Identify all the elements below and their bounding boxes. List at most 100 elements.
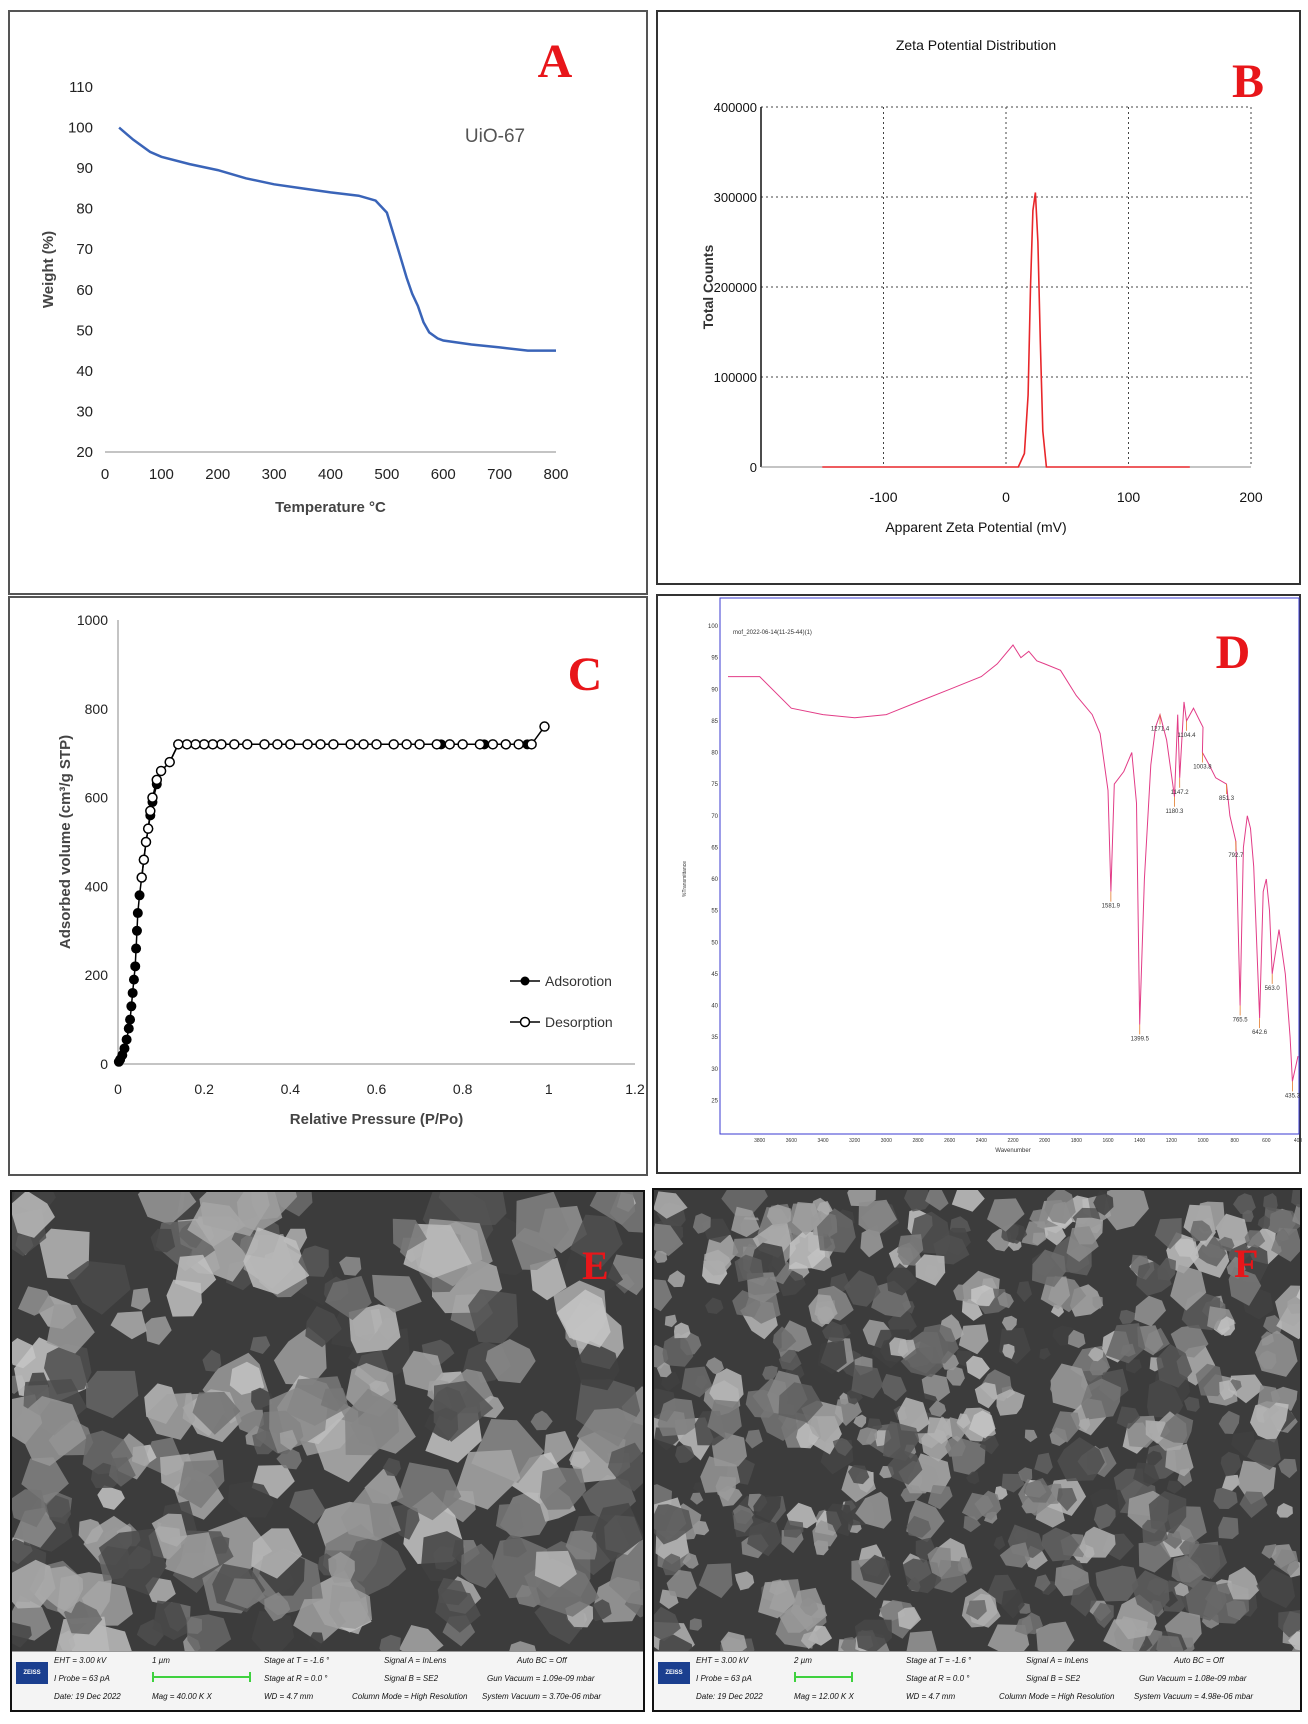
sem-particle xyxy=(1263,1315,1282,1335)
sem-particle xyxy=(674,1322,691,1339)
sem-particle xyxy=(707,1399,742,1440)
sem-particle xyxy=(886,1263,918,1296)
sem-particle xyxy=(1276,1503,1293,1518)
sem-particle xyxy=(1145,1420,1171,1444)
sem-particle xyxy=(790,1587,828,1632)
x-tick-label: 1.2 xyxy=(625,1081,645,1097)
sem-particle xyxy=(971,1285,995,1307)
sem-particle xyxy=(1119,1309,1136,1324)
sem-particle xyxy=(12,1489,47,1528)
y-axis-label: Total Counts xyxy=(700,245,716,330)
sem-particle xyxy=(654,1279,673,1312)
sem-particle xyxy=(1250,1401,1289,1443)
sem-particle xyxy=(46,1304,95,1354)
sem-particle xyxy=(1147,1378,1184,1418)
x-axis-label: Temperature °C xyxy=(275,499,386,516)
sem-particle xyxy=(421,1531,465,1582)
sem-particle xyxy=(689,1618,702,1631)
x-tick-label: 0 xyxy=(1002,489,1010,505)
panel-letter-f: F xyxy=(1234,1241,1259,1286)
x-tick-label: 0 xyxy=(101,466,109,483)
sem-particle xyxy=(783,1520,804,1538)
peak-label: 792.7 xyxy=(1228,853,1244,859)
sem-particle xyxy=(800,1630,819,1650)
sem-particle xyxy=(433,1380,494,1442)
desorption-point xyxy=(272,739,283,750)
sem-particle xyxy=(1183,1396,1200,1412)
sem-particle xyxy=(1034,1452,1053,1475)
panel-b-zeta-chart: Zeta Potential Distribution -100 0 100 200 0 1… xyxy=(656,10,1301,585)
x-tick-label: 2400 xyxy=(976,1138,987,1144)
sem-particle xyxy=(733,1509,754,1533)
y-tick-label: 40 xyxy=(76,363,93,380)
adsorption-point xyxy=(123,1023,134,1034)
sem-particle xyxy=(1278,1458,1298,1479)
sem-particle xyxy=(1001,1473,1025,1493)
x-tick-label: 400 xyxy=(318,466,343,483)
sem-particle xyxy=(66,1261,131,1315)
sem-particle xyxy=(1066,1226,1099,1262)
sem-particle xyxy=(534,1550,577,1588)
sem-particle xyxy=(720,1631,747,1656)
sem-particle xyxy=(1273,1549,1300,1576)
x-axis-label: Relative Pressure (P/Po) xyxy=(290,1111,463,1128)
y-tick-label: 30 xyxy=(76,403,93,420)
wd-value: WD = 4.7 mm xyxy=(906,1692,956,1701)
chart-title: Zeta Potential Distribution xyxy=(896,37,1056,53)
sem-particle xyxy=(897,1607,922,1630)
sem-particle xyxy=(747,1518,782,1557)
x-tick-label: 3000 xyxy=(881,1138,892,1144)
desorption-point xyxy=(345,739,356,750)
scale-bar xyxy=(152,1672,251,1682)
sem-particle xyxy=(1166,1480,1183,1494)
sem-particle xyxy=(1092,1296,1103,1309)
sem-particle xyxy=(1233,1193,1256,1214)
sem-particle xyxy=(1078,1417,1091,1432)
x-tick-label: 3400 xyxy=(817,1138,828,1144)
sem-particle xyxy=(1247,1438,1281,1471)
sem-particle xyxy=(1170,1264,1207,1311)
sem-particle xyxy=(734,1254,764,1282)
sem-particle xyxy=(1088,1347,1104,1362)
peak-label: 851.3 xyxy=(1219,796,1235,802)
signal-b-value: Signal B = SE2 xyxy=(384,1674,439,1683)
sem-particle xyxy=(273,1327,327,1385)
sem-particle xyxy=(851,1364,884,1399)
sem-particle xyxy=(44,1343,92,1395)
stage-r-value: Stage at R = 0.0 ° xyxy=(264,1674,328,1683)
y-tick-label: 80 xyxy=(711,751,718,757)
sem-micrograph-f xyxy=(654,1190,1300,1656)
peak-label: 435.3 xyxy=(1285,1093,1301,1099)
panel-e-sem-image: E ZEISS EHT = 3.00 kV I Probe = 63 pA Da… xyxy=(10,1190,645,1712)
sem-particle xyxy=(664,1314,677,1328)
sem-particle xyxy=(958,1324,989,1355)
stage-t-value: Stage at T = -1.6 ° xyxy=(264,1656,330,1665)
sem-particle xyxy=(745,1429,763,1449)
sem-particle xyxy=(709,1368,744,1408)
sem-particle xyxy=(1242,1209,1254,1222)
sem-particle xyxy=(721,1190,768,1217)
sem-particle xyxy=(1001,1589,1025,1619)
sem-particle xyxy=(308,1632,324,1651)
sem-particle xyxy=(1271,1227,1300,1262)
x-tick-label: 500 xyxy=(374,466,399,483)
desorption-point xyxy=(198,739,210,750)
sem-particle xyxy=(399,1625,444,1656)
x-tick-label: 600 xyxy=(1262,1138,1271,1144)
sem-particle xyxy=(832,1437,853,1457)
adsorption-point xyxy=(127,987,138,998)
sem-particle xyxy=(996,1389,1025,1416)
gun-vacuum-value: Gun Vacuum = 1.09e-09 mbar xyxy=(487,1674,595,1683)
x-tick-label: 300 xyxy=(262,466,287,483)
peak-label: 1399.5 xyxy=(1131,1036,1150,1042)
panel-letter-c: C xyxy=(568,648,603,701)
sem-particle xyxy=(1195,1363,1225,1397)
sem-particle xyxy=(927,1546,952,1578)
x-tick-label: 0.6 xyxy=(367,1081,387,1097)
desorption-point xyxy=(302,739,313,750)
legend-label-adsorption: Adsorotion xyxy=(545,973,612,989)
y-tick-label: 75 xyxy=(711,782,718,788)
desorption-point xyxy=(145,805,156,817)
adsorption-point xyxy=(121,1034,132,1045)
zeiss-logo: ZEISS xyxy=(16,1662,48,1684)
